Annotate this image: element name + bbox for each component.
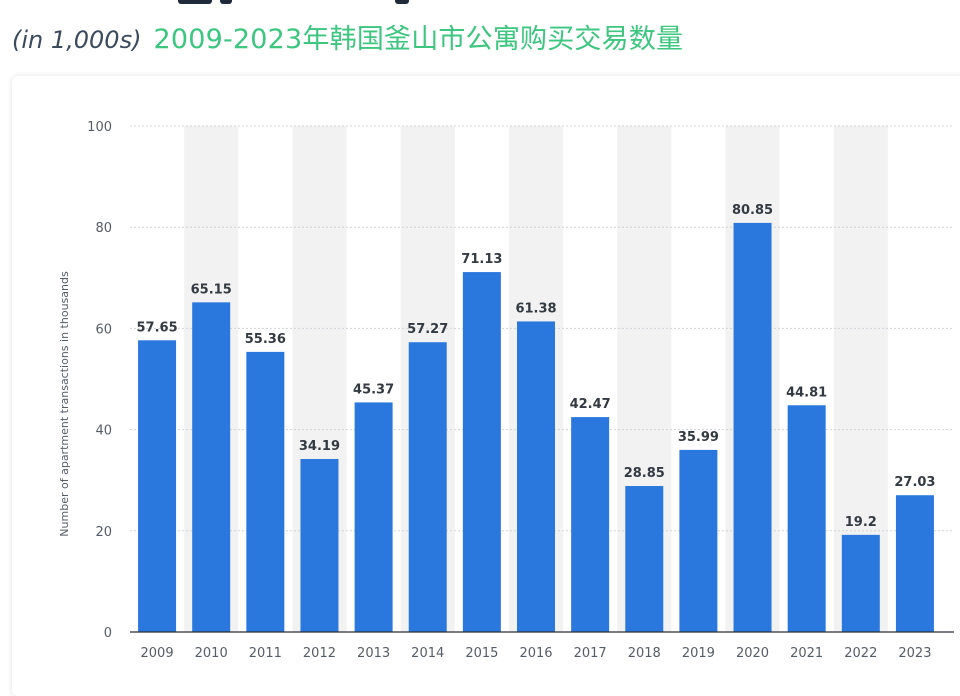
- x-tick-2022: 2022: [844, 646, 877, 661]
- bar-2014: [408, 342, 447, 632]
- cut-title-fragment: [220, 0, 232, 4]
- data-label-2022: 19.2: [845, 515, 877, 530]
- bar-2009: [138, 340, 177, 632]
- y-tick-0: 0: [104, 626, 112, 641]
- data-label-2020: 80.85: [732, 203, 773, 218]
- x-tick-2014: 2014: [411, 646, 444, 661]
- x-tick-2020: 2020: [736, 646, 769, 661]
- data-label-2010: 65.15: [191, 282, 232, 297]
- heading: (in 1,000s) 2009-2023年韩国釜山市公寓购买交易数量: [12, 17, 683, 56]
- data-label-2011: 55.36: [245, 332, 286, 347]
- data-label-2014: 57.27: [407, 322, 448, 337]
- data-label-2009: 57.65: [137, 320, 178, 335]
- bar-2020: [733, 222, 772, 633]
- x-tick-2011: 2011: [249, 646, 282, 661]
- bar-chart: 57.65 65.15 55.36 34.19 45.37 57.27 71.13 61.38…: [58, 120, 954, 661]
- data-label-2012: 34.19: [299, 439, 340, 454]
- y-axis: 0 20 40 60 80 100: [87, 120, 112, 641]
- x-tick-2013: 2013: [357, 646, 390, 661]
- data-label-2023: 27.03: [894, 475, 935, 490]
- cut-title-fragment: [395, 0, 409, 4]
- y-axis-title: Number of apartment transactions in thou…: [58, 271, 71, 537]
- data-label-2019: 35.99: [678, 430, 719, 445]
- data-label-2021: 44.81: [786, 385, 827, 400]
- bar-2022: [841, 534, 880, 632]
- bar-2017: [571, 417, 610, 632]
- x-tick-2012: 2012: [303, 646, 336, 661]
- bar-2021: [787, 405, 826, 632]
- cut-title-fragment: [178, 0, 212, 4]
- x-tick-2017: 2017: [574, 646, 607, 661]
- bar-2015: [462, 272, 501, 632]
- data-label-2017: 42.47: [570, 397, 611, 412]
- bar-2023: [895, 495, 934, 632]
- x-tick-2016: 2016: [519, 646, 552, 661]
- x-tick-2019: 2019: [682, 646, 715, 661]
- data-labels: 57.65 65.15 55.36 34.19 45.37 57.27 71.13 61.38…: [137, 203, 936, 530]
- x-tick-2010: 2010: [195, 646, 228, 661]
- x-tick-2021: 2021: [790, 646, 823, 661]
- y-tick-80: 80: [95, 221, 112, 236]
- y-tick-20: 20: [95, 525, 112, 540]
- chart-title: 2009-2023年韩国釜山市公寓购买交易数量: [153, 24, 684, 55]
- y-tick-40: 40: [95, 424, 112, 439]
- y-tick-60: 60: [95, 322, 112, 337]
- y-tick-100: 100: [87, 120, 112, 135]
- chart-card: 57.65 65.15 55.36 34.19 45.37 57.27 71.13 61.38…: [12, 76, 960, 696]
- bars: [138, 222, 934, 633]
- bar-2010: [192, 302, 231, 632]
- data-label-2013: 45.37: [353, 382, 394, 397]
- bar-2019: [679, 449, 718, 632]
- top-strip: (in 1,000s) 2009-2023年韩国釜山市公寓购买交易数量: [0, 0, 960, 78]
- bar-2018: [625, 486, 664, 632]
- x-tick-2009: 2009: [141, 646, 174, 661]
- x-axis: 2009 2010 2011 2012 2013 2014 2015 2016 2017 2018…: [130, 631, 954, 661]
- data-label-2018: 28.85: [624, 466, 665, 481]
- bar-2016: [517, 321, 555, 632]
- x-tick-2015: 2015: [465, 646, 498, 661]
- data-label-2015: 71.13: [461, 252, 502, 267]
- bar-2012: [300, 458, 339, 632]
- data-label-2016: 61.38: [515, 301, 556, 316]
- bar-2011: [246, 351, 285, 632]
- x-tick-2018: 2018: [628, 646, 661, 661]
- x-tick-2023: 2023: [898, 646, 931, 661]
- chart-subtitle: (in 1,000s): [12, 26, 142, 54]
- bar-2013: [354, 402, 393, 632]
